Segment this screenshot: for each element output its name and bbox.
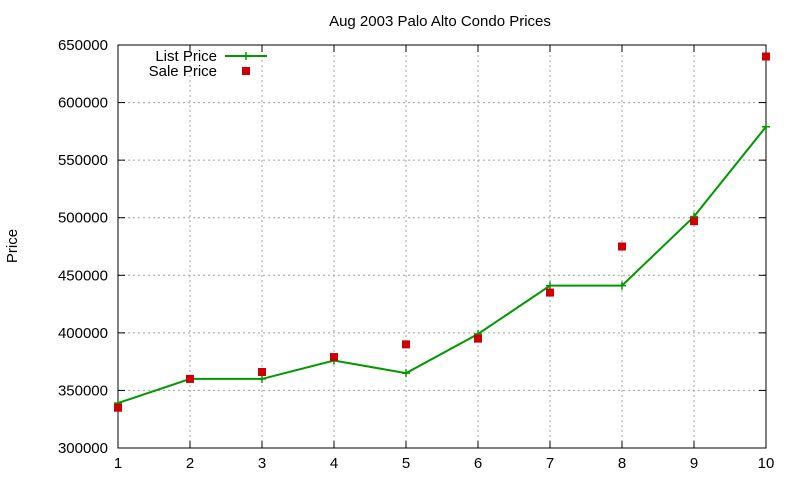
y-tick-label: 550000: [58, 152, 108, 169]
x-tick-label: 3: [258, 455, 266, 472]
y-tick-label: 600000: [58, 95, 108, 112]
series-list-price: [114, 122, 770, 408]
data-point: [546, 281, 554, 290]
data-point: [402, 340, 410, 349]
y-tick-label: 450000: [58, 267, 108, 284]
y-tick-label: 650000: [58, 37, 108, 54]
x-tick-label: 8: [618, 455, 626, 472]
series-line: [117, 126, 767, 405]
x-tick-label: 1: [114, 455, 122, 472]
plot-frame: [117, 44, 767, 449]
legend-label: List Price: [155, 48, 217, 65]
data-point: [690, 217, 698, 226]
x-tick-label: 6: [474, 455, 482, 472]
series-sale-price: [114, 52, 770, 412]
data-point: [114, 403, 122, 412]
chart-title: Aug 2003 Palo Alto Condo Prices: [329, 13, 551, 30]
data-point: [258, 374, 266, 383]
x-tick-label: 4: [330, 455, 338, 472]
legend-swatch-marker: [242, 67, 250, 75]
legend-label: Sale Price: [149, 63, 217, 80]
y-axis-label: Price: [4, 229, 21, 263]
x-tick-label: 10: [758, 455, 775, 472]
x-tick-label: 5: [402, 455, 410, 472]
data-point: [762, 122, 770, 131]
series: [114, 52, 770, 412]
legend-swatch-marker: [242, 52, 250, 60]
data-point: [762, 52, 770, 61]
data-point: [618, 281, 626, 290]
data-point: [474, 334, 482, 343]
x-tick-label: 9: [690, 455, 698, 472]
x-tick-label: 2: [186, 455, 194, 472]
x-tick-label: 7: [546, 455, 554, 472]
y-tick-label: 500000: [58, 210, 108, 227]
data-point: [258, 368, 266, 377]
y-tick-label: 400000: [58, 325, 108, 342]
data-point: [618, 242, 626, 251]
y-tick-label: 350000: [58, 382, 108, 399]
data-point: [402, 369, 410, 378]
y-tick-label: 300000: [58, 440, 108, 457]
data-point: [330, 353, 338, 362]
data-point: [546, 288, 554, 297]
grid: [118, 45, 766, 448]
axis-ticks: 300000 350000 400000 450000 500000 550000 6000…: [58, 37, 774, 472]
data-point: [186, 374, 194, 383]
